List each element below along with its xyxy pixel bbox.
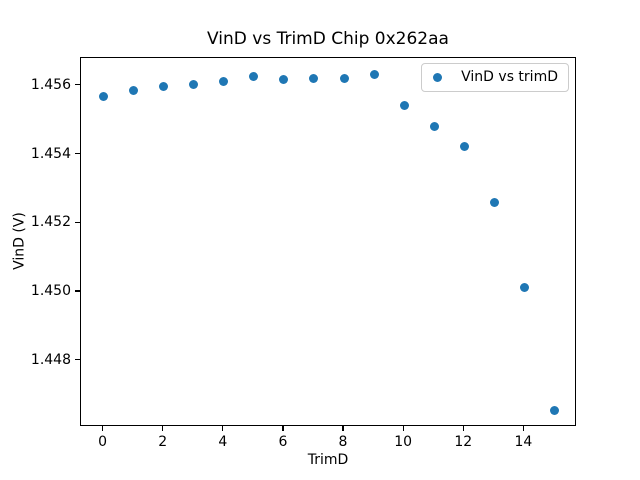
x-tick-label: 12: [454, 434, 473, 450]
x-tick-mark: [282, 426, 284, 431]
x-tick-label: 14: [514, 434, 533, 450]
plot-area: VinD vs trimD: [80, 57, 576, 426]
data-point: [489, 197, 499, 207]
x-tick-mark: [222, 426, 224, 431]
x-tick-mark: [342, 426, 344, 431]
y-tick-mark: [75, 84, 80, 86]
y-tick-label: 1.450: [30, 282, 71, 299]
x-tick-label: 8: [338, 434, 348, 450]
x-tick-mark: [402, 426, 404, 431]
data-point: [189, 79, 199, 89]
x-tick-label: 4: [218, 434, 228, 450]
x-tick-mark: [462, 426, 464, 431]
x-tick-label: 2: [158, 434, 168, 450]
data-point: [549, 406, 559, 415]
data-point: [99, 91, 109, 101]
y-tick-label: 1.452: [30, 214, 71, 231]
y-axis-label: VinD (V): [11, 212, 28, 270]
data-point: [399, 100, 409, 110]
data-point: [339, 74, 349, 84]
y-tick-mark: [75, 359, 80, 361]
data-point: [219, 77, 229, 87]
data-point: [309, 74, 319, 84]
y-tick-mark: [75, 290, 80, 292]
x-tick-label: 6: [278, 434, 288, 450]
data-point: [429, 121, 439, 131]
data-point: [369, 70, 379, 80]
legend-marker-icon: [433, 73, 443, 82]
y-tick-label: 1.448: [30, 351, 71, 368]
data-point: [159, 82, 169, 92]
y-tick-label: 1.454: [30, 145, 71, 162]
x-tick-label: 10: [394, 434, 413, 450]
data-point: [459, 142, 469, 152]
chart-title: VinD vs TrimD Chip 0x262aa: [207, 29, 449, 49]
x-tick-mark: [162, 426, 164, 431]
x-axis-label: TrimD: [307, 452, 349, 468]
legend: VinD vs trimD: [421, 63, 569, 92]
y-tick-label: 1.456: [30, 76, 71, 93]
x-tick-label: 0: [98, 434, 107, 450]
data-point: [129, 86, 139, 96]
x-tick-mark: [101, 426, 104, 431]
y-tick-mark: [75, 152, 80, 155]
data-point: [249, 72, 259, 82]
data-point: [279, 75, 289, 85]
legend-label: VinD vs trimD: [461, 69, 558, 85]
data-point: [519, 283, 529, 293]
x-tick-mark: [522, 426, 525, 431]
y-tick-mark: [75, 221, 80, 223]
